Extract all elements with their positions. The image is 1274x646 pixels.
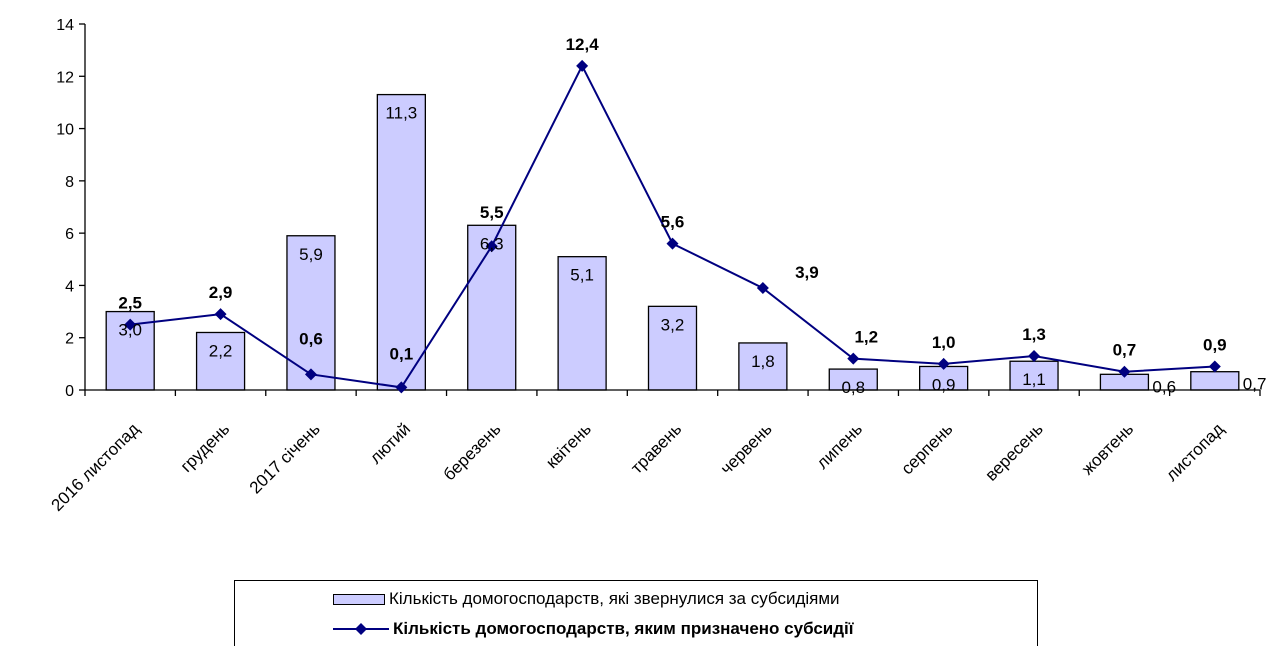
line-data-label: 1,3 <box>1022 325 1046 344</box>
chart: 0 2 4 6 8 10 12 14 2016 листопад грудень 2017 січ… <box>47 17 1266 515</box>
x-tick-label: жовтень <box>1078 419 1137 478</box>
bar-data-label: 1,1 <box>1022 370 1046 389</box>
line-point <box>304 368 317 381</box>
bars-layer <box>105 93 1240 391</box>
line-point <box>666 237 679 250</box>
line-point <box>937 357 950 370</box>
legend-bar-label: Кількість домогосподарств, які звернулис… <box>389 589 840 608</box>
bar <box>376 93 426 391</box>
legend-bar-swatch <box>333 593 385 605</box>
x-tick-label: вересень <box>982 419 1047 484</box>
x-tick-label: грудень <box>177 419 234 476</box>
line-point <box>214 308 227 321</box>
bar <box>738 342 788 391</box>
line-point <box>124 318 137 331</box>
line-point <box>576 59 589 72</box>
y-tick-label: 12 <box>56 69 74 86</box>
y-tick-label: 2 <box>65 331 74 348</box>
line-point <box>1118 365 1131 378</box>
x-tick-label: червень <box>717 419 776 478</box>
line-layer <box>124 59 1221 394</box>
x-tick-label: лютий <box>366 419 414 467</box>
legend-line-label: Кількість домогосподарств, яким призначе… <box>393 619 854 638</box>
y-tick-label: 4 <box>65 278 74 295</box>
line-data-label: 2,9 <box>209 283 233 302</box>
x-tick-label: листопад <box>1162 419 1227 484</box>
legend-entry-line: Кількість домогосподарств, яким призначе… <box>333 615 854 643</box>
bar-data-label: 0,6 <box>1152 377 1176 396</box>
line-point <box>1028 350 1041 363</box>
x-tick-label: 2017 січень <box>246 419 324 497</box>
legend-line-swatch <box>333 623 389 635</box>
bar-data-label: 2,2 <box>209 341 233 360</box>
line-data-label: 0,9 <box>1203 335 1227 354</box>
line-data-label: 12,4 <box>566 35 600 54</box>
y-tick-label: 0 <box>65 383 74 400</box>
bar <box>195 331 246 391</box>
y-tick-label: 10 <box>56 122 74 139</box>
line-point <box>1208 360 1221 373</box>
line-data-label: 2,5 <box>118 294 142 313</box>
y-tick-label: 8 <box>65 174 74 191</box>
bar-data-label: 5,9 <box>299 245 323 264</box>
line-data-label: 0,7 <box>1113 341 1137 360</box>
bar <box>1190 371 1240 391</box>
line-data-label: 1,0 <box>932 333 956 352</box>
line-data-label: 3,9 <box>795 263 819 282</box>
bar <box>557 256 607 391</box>
bar-data-label: 1,8 <box>751 352 775 371</box>
axis-layer: 0 2 4 6 8 10 12 14 <box>56 17 1261 400</box>
line-point <box>395 381 408 394</box>
line-data-label: 5,5 <box>480 203 504 222</box>
line-data-label: 5,6 <box>661 213 685 232</box>
bar-data-label: 3,2 <box>661 315 685 334</box>
bar-data-label: 0,9 <box>932 375 956 394</box>
bar-data-label: 0,8 <box>841 378 865 397</box>
x-tick-label: серпень <box>898 419 957 478</box>
line-data-label: 0,6 <box>299 329 323 348</box>
legend-entry-bar: Кількість домогосподарств, які звернулис… <box>333 585 840 613</box>
legend: Кількість домогосподарств, які звернулис… <box>234 580 1038 646</box>
bar-data-label: 5,1 <box>570 266 594 285</box>
x-tick-label: квітень <box>542 419 595 472</box>
x-tick-label: травень <box>627 419 685 477</box>
x-tick-label: березень <box>440 419 505 484</box>
y-tick-label: 6 <box>65 226 74 243</box>
bar-data-label: 11,3 <box>385 104 417 123</box>
x-tick-label: липень <box>813 419 866 472</box>
line-point <box>756 282 769 295</box>
bar-data-label: 0,7 <box>1243 375 1267 394</box>
bar-data-label: 3,0 <box>118 321 142 340</box>
line-point <box>485 240 498 253</box>
y-tick-label: 14 <box>56 17 74 34</box>
labels-layer: 2016 листопад грудень 2017 січень лютий бере… <box>47 35 1266 515</box>
x-tick-label: 2016 листопад <box>47 419 143 515</box>
line-data-label: 1,2 <box>854 328 878 347</box>
line-point <box>847 352 860 365</box>
line-data-label: 0,1 <box>390 344 414 363</box>
bar-data-label: 6,3 <box>480 234 504 253</box>
